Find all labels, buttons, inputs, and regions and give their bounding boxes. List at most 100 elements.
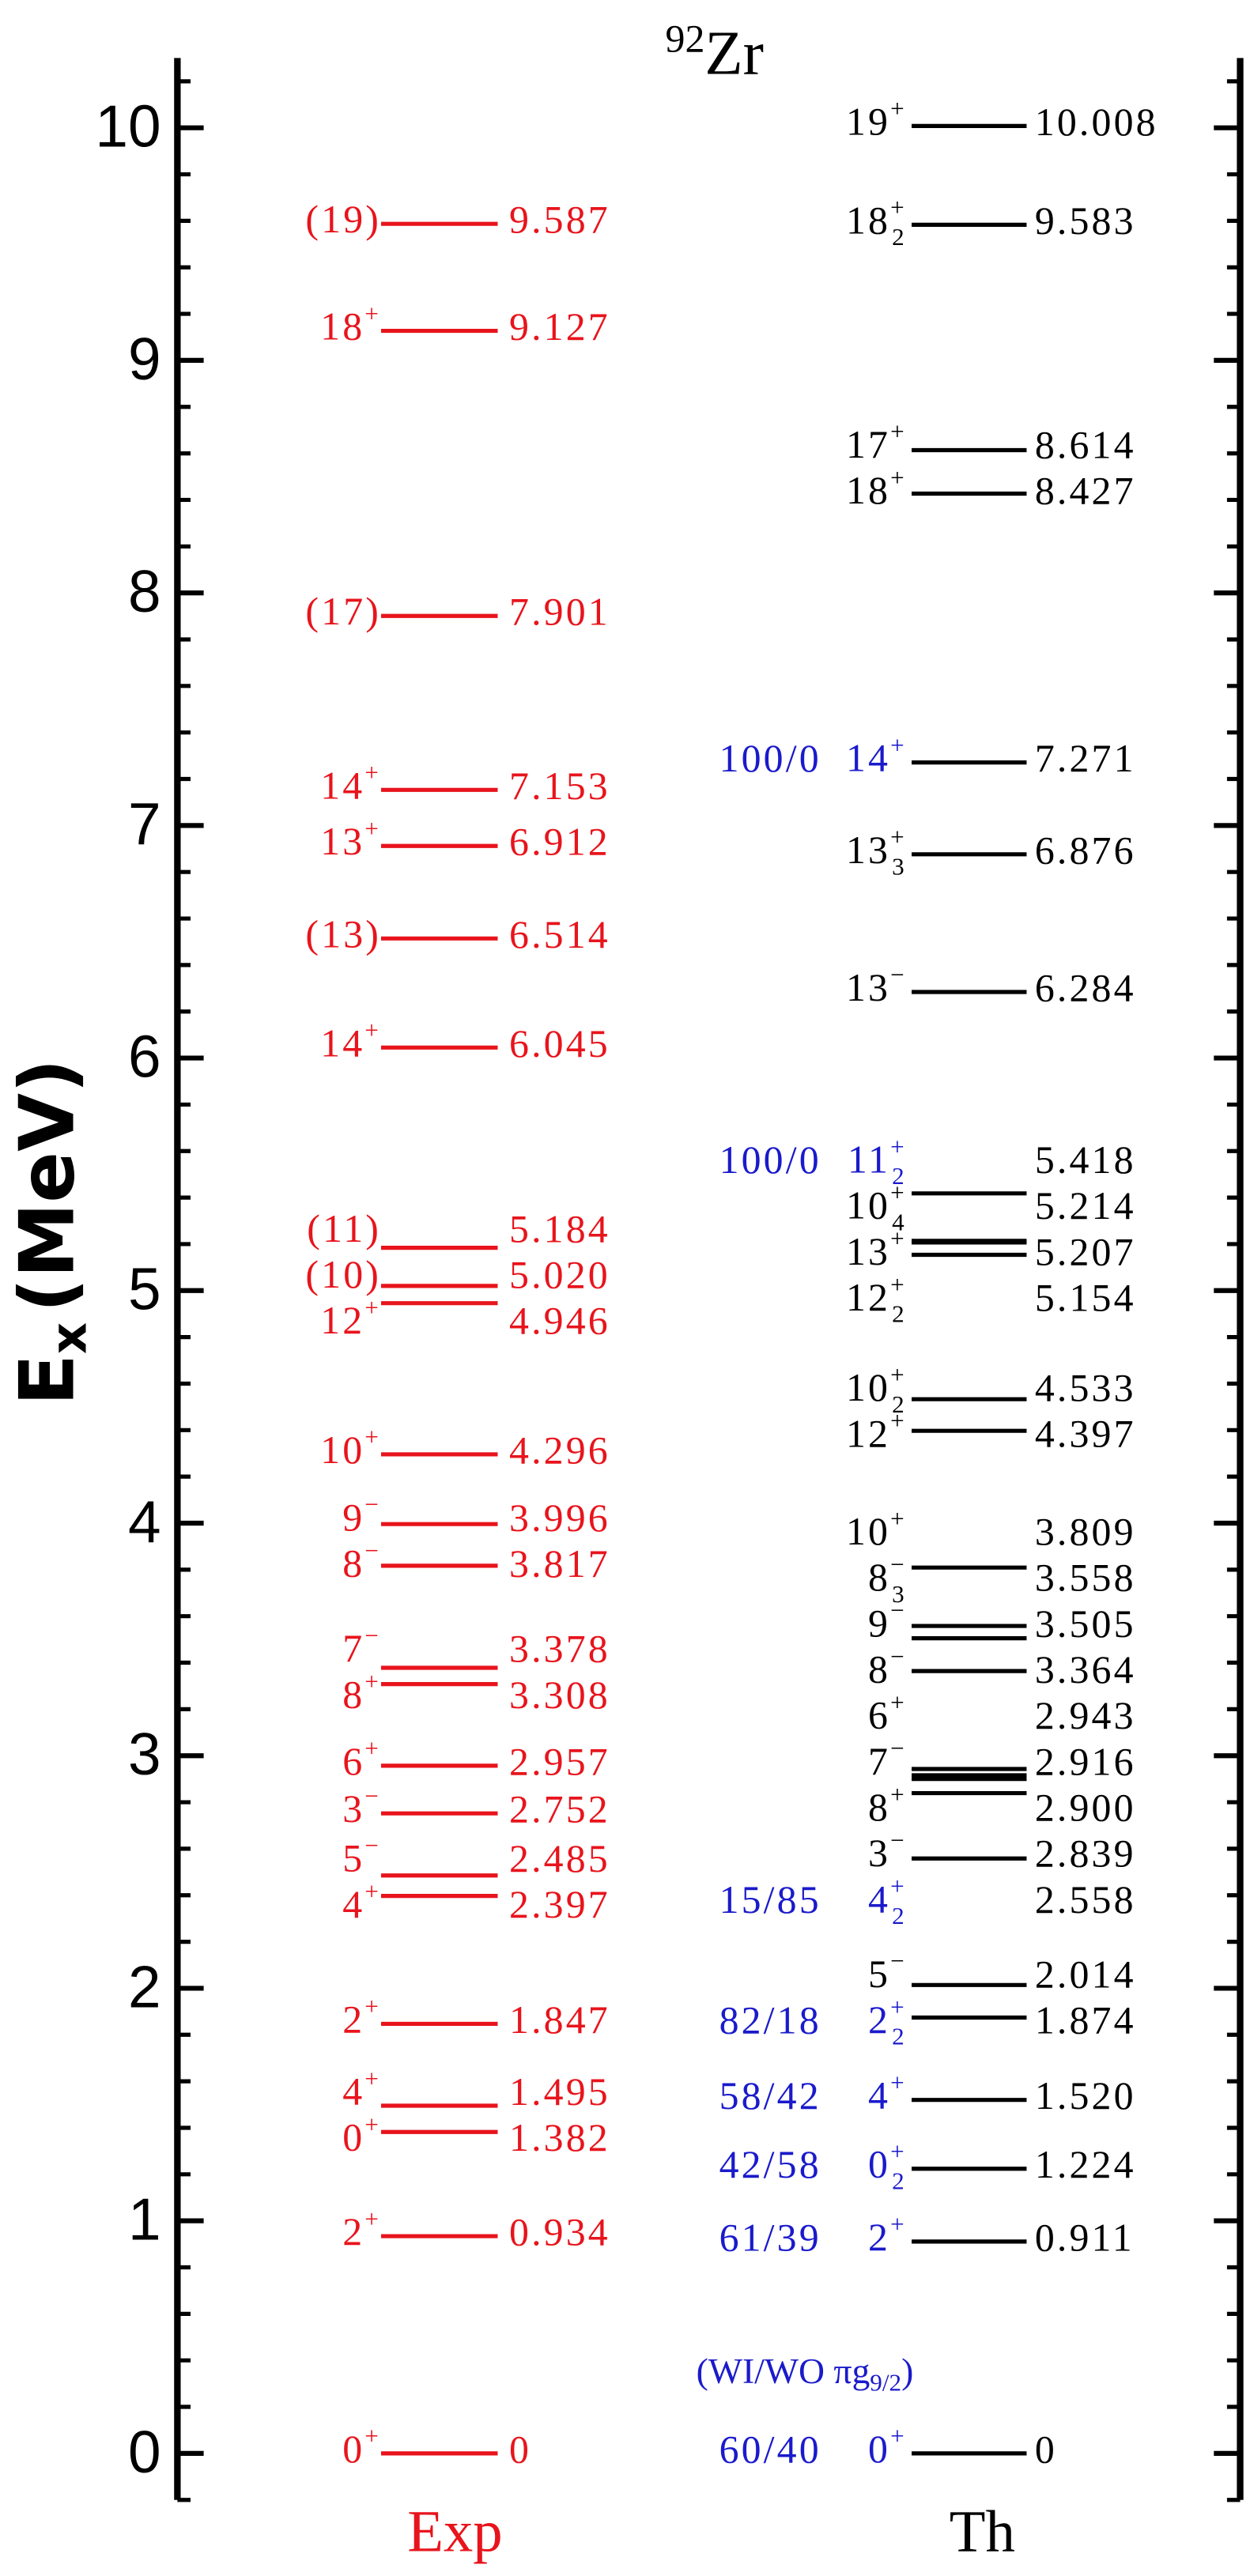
spin-label: 7− <box>342 1622 381 1671</box>
spin-label: 0+ <box>342 2110 381 2159</box>
spin-j: (10) <box>305 1254 381 1297</box>
annotation-sub: 9/2 <box>870 2368 901 2396</box>
y-label-sub: x <box>40 1322 97 1354</box>
value-label: 3.558 <box>1035 1556 1136 1600</box>
spin-j: 10 <box>320 1428 364 1472</box>
value-label: 2.916 <box>1035 1740 1136 1783</box>
ratio-label: 60/40 <box>719 2427 821 2471</box>
spin-j: 8 <box>342 1542 364 1586</box>
spin-label: 2+ <box>342 2205 381 2254</box>
spin-j: 2 <box>868 1998 890 2042</box>
spin-label: 13− <box>846 960 907 1009</box>
value-label: 7.901 <box>509 590 610 634</box>
value-label: 2.943 <box>1035 1694 1136 1737</box>
value-label: 9.587 <box>509 198 610 242</box>
spin-label: 8− <box>868 1643 907 1692</box>
spin-parity: − <box>890 960 907 988</box>
spin-j: 17 <box>846 423 890 466</box>
value-label: 9.583 <box>1035 199 1136 243</box>
spin-parity: + <box>890 1504 907 1532</box>
spin-j: 2 <box>342 1998 364 2042</box>
spin-parity: + <box>364 1668 381 1695</box>
spin-parity: − <box>364 1782 381 1810</box>
value-label: 10.008 <box>1035 100 1158 144</box>
spin-j: 7 <box>868 1740 890 1783</box>
value-label: 6.045 <box>509 1022 610 1065</box>
spin-label: 8+ <box>868 1781 907 1830</box>
value-label: 2.485 <box>509 1837 610 1880</box>
spin-j: 0 <box>868 2427 890 2471</box>
value-label: 6.876 <box>1035 828 1136 872</box>
spin-j: 3 <box>342 1788 364 1831</box>
spin-j: 18 <box>846 199 890 243</box>
spin-parity: + <box>890 2137 907 2165</box>
value-label: 4.296 <box>509 1428 610 1472</box>
y-label-unit: (MeV) <box>3 1058 92 1312</box>
value-label: 2.014 <box>1035 1952 1136 1996</box>
value-label: 1.520 <box>1035 2074 1136 2118</box>
spin-label: 5− <box>342 1831 381 1880</box>
spin-sub: 4 <box>892 1209 907 1236</box>
spin-j: 6 <box>342 1740 364 1783</box>
spin-j: 9 <box>342 1496 364 1540</box>
spin-j: 8 <box>342 1673 364 1717</box>
spin-j: 14 <box>320 764 364 808</box>
spin-parity: + <box>890 2069 907 2096</box>
ratio-label: 100/0 <box>719 737 821 780</box>
spin-label: 2+ <box>868 2210 907 2259</box>
spin-parity: + <box>890 464 907 492</box>
spin-j: 13 <box>846 828 890 872</box>
spin-j: 12 <box>846 1276 890 1319</box>
spin-label: (10) <box>305 1254 381 1297</box>
spin-parity: + <box>890 1361 907 1389</box>
value-label: 8.614 <box>1035 423 1136 466</box>
value-label: 5.154 <box>1035 1276 1136 1319</box>
spin-parity: + <box>364 2205 381 2233</box>
spin-label: 4+ <box>342 2065 381 2114</box>
spin-label: 0+ <box>868 2422 907 2471</box>
spin-parity: + <box>364 1016 381 1044</box>
value-label: 2.900 <box>1035 1786 1136 1829</box>
spin-sub: 2 <box>892 223 907 251</box>
value-label: 3.308 <box>509 1673 610 1717</box>
value-label: 1.495 <box>509 2070 610 2114</box>
spin-parity: + <box>890 1133 907 1160</box>
spin-j: 8 <box>868 1786 890 1829</box>
spin-sub: 3 <box>892 1580 907 1608</box>
value-label: 6.514 <box>509 913 610 956</box>
spin-parity: + <box>890 1688 907 1716</box>
spin-parity: + <box>364 1877 381 1905</box>
spin-label: 10+ <box>320 1423 381 1472</box>
spin-label: 2+ 2 <box>868 1993 907 2050</box>
spin-label: 11+ 2 <box>848 1133 907 1190</box>
value-label: 1.874 <box>1035 1998 1136 2042</box>
y-tick-label: 0 <box>128 2419 161 2485</box>
annotation-main: (WI/WO πg <box>697 2351 870 2391</box>
spin-j: 8 <box>868 1648 890 1692</box>
spin-j: 4 <box>868 1878 890 1922</box>
spin-parity: + <box>364 2422 381 2450</box>
spin-parity: + <box>890 731 907 759</box>
spin-label: 9− <box>868 1597 907 1646</box>
spin-label: 10+ 4 <box>846 1179 907 1235</box>
y-axis-label: Ex (MeV) <box>3 1058 98 1405</box>
y-tick-label: 5 <box>128 1256 161 1322</box>
spin-sub: 3 <box>892 853 907 881</box>
value-label: 3.505 <box>1035 1602 1136 1646</box>
spin-parity: + <box>890 417 907 445</box>
spin-label: 2+ <box>342 1993 381 2042</box>
spin-label: (17) <box>305 590 381 634</box>
spin-j: 2 <box>342 2211 364 2254</box>
ratio-label: 100/0 <box>719 1138 821 1182</box>
spin-label: 14+ <box>320 1016 381 1065</box>
spin-j: 12 <box>320 1299 364 1343</box>
spin-j: (13) <box>305 913 381 956</box>
spin-parity: − <box>890 1551 907 1578</box>
spin-label: 10+ <box>846 1504 907 1553</box>
value-label: 5.184 <box>509 1207 610 1250</box>
spin-label: 0+ 2 <box>868 2137 907 2194</box>
value-label: 5.020 <box>509 1254 610 1297</box>
value-label: 5.207 <box>1035 1230 1136 1273</box>
spin-j: 18 <box>846 470 890 513</box>
